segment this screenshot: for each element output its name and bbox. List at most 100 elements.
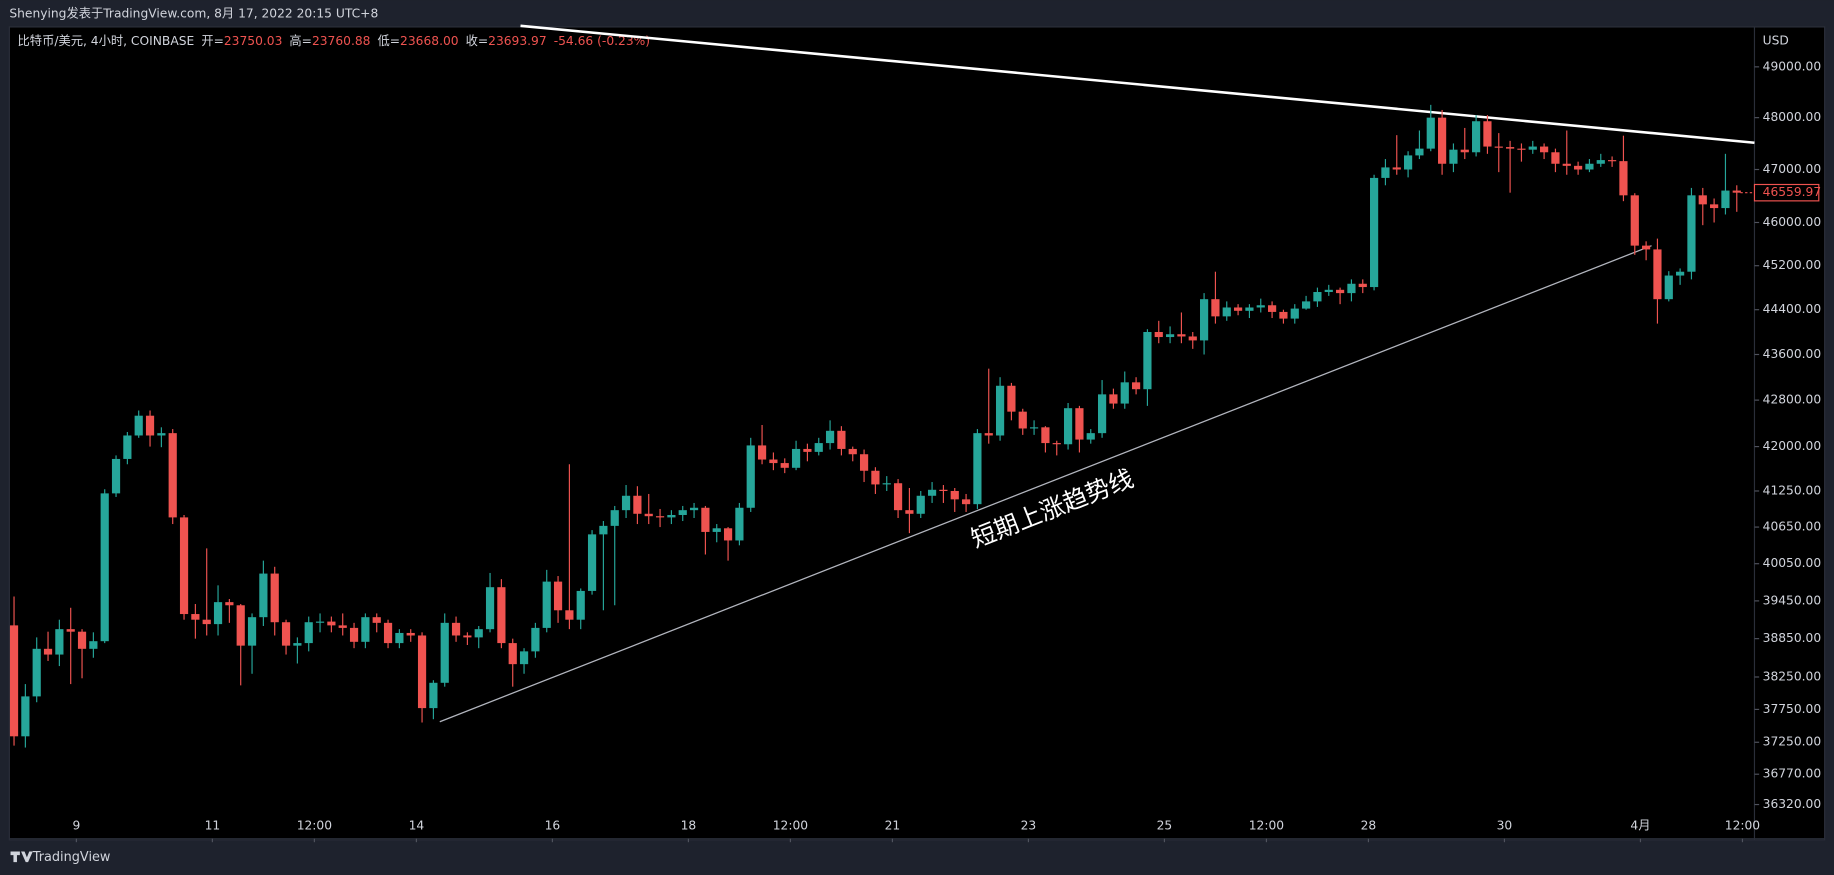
legend-label: 高= <box>289 32 312 47</box>
candle-body <box>270 573 279 623</box>
candle-body <box>1506 147 1515 149</box>
logo <box>10 851 33 863</box>
candle-body <box>1097 394 1107 434</box>
candle-body <box>1426 117 1435 149</box>
support-line <box>439 245 1652 723</box>
candle-body <box>1392 167 1401 170</box>
candle-body <box>508 643 517 665</box>
candle-body <box>32 648 41 697</box>
candle-body <box>1143 331 1152 390</box>
candle-body <box>735 507 744 541</box>
candle-body <box>825 430 835 444</box>
legend-label: 开= <box>201 33 224 47</box>
candle-body <box>995 385 1005 436</box>
candle-body <box>916 495 925 514</box>
candle-body <box>406 632 415 636</box>
y-tick-label: 40050.00 <box>1763 556 1822 570</box>
candle-body <box>1154 331 1163 338</box>
candle-body <box>66 629 75 632</box>
candle-body <box>315 621 325 623</box>
legend-label: 低= <box>378 33 401 47</box>
candle-body <box>1483 121 1492 147</box>
candle-body <box>701 507 710 532</box>
y-tick-label: 37250.00 <box>1763 735 1822 749</box>
candle-body <box>1653 249 1662 300</box>
candle-body <box>893 483 903 511</box>
candle-body <box>565 610 574 620</box>
candle-body <box>361 617 370 642</box>
candle-body <box>327 621 336 626</box>
candle-body <box>1619 161 1628 196</box>
y-tick-label: 38250.00 <box>1763 669 1822 683</box>
candle-body <box>236 605 245 646</box>
x-tick-label: 4月 <box>1630 818 1650 832</box>
candle-body <box>1120 382 1129 404</box>
candle-body <box>77 631 87 649</box>
candle-body <box>157 433 166 436</box>
candle-body <box>89 641 98 649</box>
candle-body <box>1041 427 1050 444</box>
candle-body <box>1381 167 1390 178</box>
candle-body <box>1211 299 1220 317</box>
candle-body <box>304 622 313 644</box>
candle-body <box>610 510 619 526</box>
candle-body <box>463 635 472 638</box>
candle-body <box>1245 307 1254 311</box>
candle-body <box>225 602 234 606</box>
candle-body <box>1188 336 1197 341</box>
candle-body <box>984 433 993 436</box>
chart-area <box>8 26 1826 841</box>
candle-body <box>1608 160 1617 162</box>
candle-body <box>950 490 959 500</box>
brand: TradingView <box>10 850 110 865</box>
candle-body <box>1630 195 1639 246</box>
legend-symbol: 比特币/美元, 4小时, COINBASE <box>18 32 195 47</box>
candle-body <box>43 648 53 655</box>
x-tick-label: 16 <box>545 818 561 832</box>
candle-body <box>837 430 846 449</box>
candle-body <box>179 517 189 615</box>
candle-body <box>723 528 733 541</box>
candle-body <box>1698 195 1707 205</box>
x-tick-label: 11 <box>205 818 221 832</box>
candle-body <box>1165 334 1175 338</box>
candle-body <box>1415 148 1424 156</box>
candle-body <box>644 513 653 517</box>
candle-body <box>134 415 143 436</box>
candle-body <box>474 629 483 638</box>
candle-body <box>1007 385 1016 412</box>
candle-body <box>973 433 982 505</box>
candle-body <box>1256 305 1265 308</box>
candle-body <box>213 602 223 625</box>
candle-body <box>1664 275 1673 300</box>
candle-body <box>1732 190 1741 193</box>
y-tick-label: 42800.00 <box>1763 393 1822 407</box>
x-tick-label: 18 <box>681 818 697 832</box>
candle-body <box>1018 411 1027 429</box>
header: Shenying发表于TradingView.com, 8月 17, 2022 … <box>9 6 378 21</box>
candle-body <box>757 445 767 460</box>
candle-body <box>1063 408 1073 445</box>
candle-body <box>1449 149 1458 164</box>
candle-body <box>485 587 495 630</box>
candle-body <box>1710 204 1719 209</box>
candle-body <box>1313 292 1322 302</box>
candle-body <box>1528 146 1537 150</box>
y-tick-label: 45200.00 <box>1763 258 1822 272</box>
candle-body <box>553 581 563 611</box>
candle-body <box>1290 308 1299 319</box>
y-tick-label: 37750.00 <box>1763 702 1822 716</box>
candle-body <box>9 625 19 737</box>
x-tick-label: 12:00 <box>297 818 332 832</box>
candle-body <box>100 493 109 642</box>
candle-body <box>168 433 177 518</box>
candle-body <box>655 516 665 518</box>
x-tick-label: 9 <box>72 818 80 832</box>
candle-body <box>1336 289 1345 294</box>
y-tick-label: 44400.00 <box>1763 302 1822 316</box>
x-tick-label: 30 <box>1497 818 1513 832</box>
candle-body <box>1347 283 1356 294</box>
candle-body <box>123 435 132 459</box>
candle-body <box>1540 146 1549 153</box>
candle-body <box>1472 121 1481 153</box>
